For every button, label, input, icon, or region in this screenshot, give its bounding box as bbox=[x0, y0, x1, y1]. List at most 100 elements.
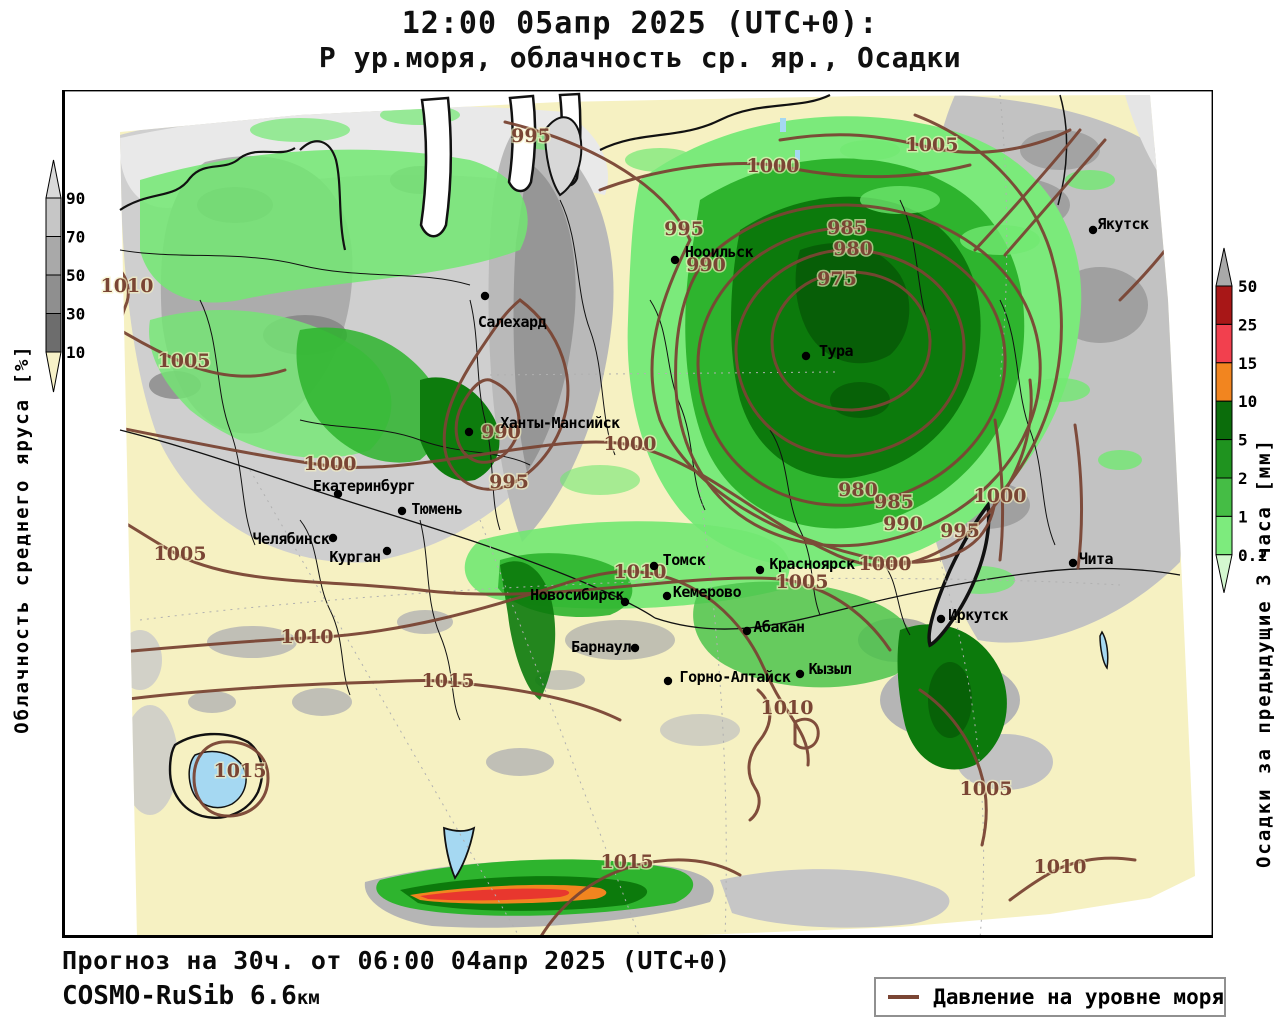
forecast-lead-time: Прогноз на 30ч. от 06:00 04апр 2025 (UTC… bbox=[62, 946, 731, 975]
colorbar-segment bbox=[45, 236, 62, 276]
map-title-variables: Р ур.моря, облачность ср. яр., Осадки bbox=[318, 41, 962, 74]
colorbar-tick: 25 bbox=[1238, 315, 1257, 334]
precipitation-colorbar-title: Осадки за предыдущие 3 часа [мм] bbox=[1253, 437, 1275, 869]
colorbar-tick: 15 bbox=[1238, 354, 1257, 373]
isobar-value-label: 1000 bbox=[604, 433, 657, 455]
colorbar-tick: 0.1 bbox=[1238, 546, 1267, 565]
colorbar-tick: 30 bbox=[66, 305, 85, 324]
isobar-value-label: 1000 bbox=[974, 485, 1027, 507]
city-marker bbox=[620, 597, 630, 607]
isobar-value-label: 1010 bbox=[614, 561, 667, 583]
cloudiness-colorbar: 90 70 50 30 10 bbox=[45, 159, 85, 393]
map-art-geography bbox=[119, 92, 1181, 939]
colorbar-tick: 2 bbox=[1238, 469, 1248, 488]
colorbar-segment bbox=[1215, 400, 1233, 441]
city-marker bbox=[742, 626, 752, 636]
title-block: 12:00 05апр 2025 (UTC+0): Р ур.моря, обл… bbox=[0, 6, 1280, 74]
map-art-isobars bbox=[120, 113, 1192, 938]
footer-block: Прогноз на 30ч. от 06:00 04апр 2025 (UTC… bbox=[62, 946, 731, 1011]
city-marker bbox=[663, 676, 673, 686]
pressure-legend-label: Давление на уровне моря bbox=[933, 985, 1224, 1009]
city-marker bbox=[333, 489, 343, 499]
colorbar-arrow-bottom bbox=[45, 351, 62, 393]
city-label: Екатеринбург bbox=[313, 477, 415, 495]
map-art-precipitation bbox=[140, 105, 1142, 916]
city-marker bbox=[755, 565, 765, 575]
isobar-value-label: 1005 bbox=[960, 778, 1013, 800]
colorbar-segment bbox=[1215, 515, 1233, 556]
map-canvas: 995 1000 1005 995 990 985 980 975 1010 1005 1000 99… bbox=[62, 89, 1213, 939]
city-marker bbox=[1088, 225, 1098, 235]
isobar-line-sample bbox=[888, 995, 920, 999]
city-marker bbox=[630, 643, 640, 653]
colorbar-tick: 90 bbox=[66, 189, 85, 208]
isobar-value-label: 1000 bbox=[859, 553, 912, 575]
isobar-value-label: 1005 bbox=[158, 350, 211, 372]
city-label: Салехард bbox=[478, 313, 547, 331]
isobar-value-label: 980 bbox=[838, 479, 878, 501]
colorbar-segment bbox=[45, 274, 62, 314]
city-label: Абакан bbox=[753, 618, 804, 636]
isobar-value-label: 1010 bbox=[101, 275, 154, 297]
isobar-value-label: 1000 bbox=[304, 453, 357, 475]
city-marker bbox=[662, 591, 672, 601]
isobar-value-label: 990 bbox=[686, 254, 726, 276]
forecast-map-svg: 9951000100599599098598097510101005100099… bbox=[62, 89, 1213, 939]
isobar-value-label: 1005 bbox=[154, 543, 207, 565]
city-marker bbox=[670, 255, 680, 265]
colorbar-segment bbox=[45, 197, 62, 237]
city-label: Красноярск bbox=[769, 555, 855, 573]
city-marker bbox=[382, 546, 392, 556]
city-marker bbox=[936, 614, 946, 624]
colorbar-segment bbox=[1215, 323, 1233, 364]
city-marker bbox=[649, 561, 659, 571]
colorbar-arrow-top bbox=[1215, 247, 1233, 287]
city-label: Нооильск bbox=[685, 243, 754, 261]
colorbar-arrow-bottom bbox=[1215, 554, 1233, 593]
isobar-value-label: 1015 bbox=[214, 760, 267, 782]
city-marker bbox=[464, 427, 474, 437]
city-markers: Салехард Нооильск Тура Ханты-Мансийск Екатер… bbox=[253, 215, 1150, 686]
city-label: Челябинск bbox=[253, 530, 330, 548]
isobar-value-label: 990 bbox=[883, 513, 923, 535]
isobar-value-label: 1005 bbox=[906, 134, 959, 156]
isobar-value-label: 1010 bbox=[281, 626, 334, 648]
model-name-text: COSMO-RuSib 6.6 bbox=[62, 981, 297, 1011]
isobar-value-label: 990 bbox=[481, 421, 521, 443]
isobar-value-label: 985 bbox=[827, 217, 867, 239]
isobar-value-label: 985 bbox=[874, 491, 914, 513]
city-marker bbox=[1068, 558, 1078, 568]
city-marker bbox=[328, 533, 338, 543]
colorbar-tick: 5 bbox=[1238, 431, 1248, 450]
city-marker bbox=[801, 351, 811, 361]
city-label: Томск bbox=[663, 551, 706, 569]
colorbar-tick: 70 bbox=[66, 228, 85, 247]
city-marker bbox=[795, 669, 805, 679]
model-resolution-unit: км bbox=[296, 987, 320, 1009]
precipitation-colorbar: 50 25 15 10 5 2 1 0.1 bbox=[1215, 247, 1267, 593]
isobar-value-label: 975 bbox=[817, 268, 857, 290]
city-label: Иркутск bbox=[948, 606, 1008, 624]
isobar-value-label: 995 bbox=[489, 471, 529, 493]
isobar-value-label: 1005 bbox=[776, 571, 829, 593]
isobar-value-label: 1010 bbox=[1034, 856, 1087, 878]
colorbar-tick: 50 bbox=[66, 266, 85, 285]
city-label: Курган bbox=[329, 548, 380, 566]
colorbar-tick: 1 bbox=[1238, 507, 1248, 526]
city-label: Тура bbox=[819, 342, 854, 360]
city-label: Горно-Алтайск bbox=[680, 668, 791, 686]
isobar-value-label: 995 bbox=[664, 218, 704, 240]
colorbar-tick: 10 bbox=[66, 343, 85, 362]
colorbar-arrow-top bbox=[45, 159, 62, 199]
isobar-value-label: 1010 bbox=[761, 697, 814, 719]
isobar-value-label: 995 bbox=[511, 125, 551, 147]
city-label: Тюмень bbox=[411, 500, 462, 518]
isobar-value-label: 980 bbox=[833, 238, 873, 260]
city-label: Кемерово bbox=[673, 583, 742, 601]
city-label: Якутск bbox=[1097, 215, 1149, 233]
pressure-legend: Давление на уровне моря bbox=[874, 977, 1226, 1017]
colorbar-segment bbox=[45, 313, 62, 353]
cloudiness-colorbar-title: Облачность среднего яруса [%] bbox=[11, 344, 33, 734]
isobar-labels: 9951000100599599098598097510101005100099… bbox=[99, 124, 1088, 880]
city-label: Новосибирск bbox=[530, 586, 624, 604]
